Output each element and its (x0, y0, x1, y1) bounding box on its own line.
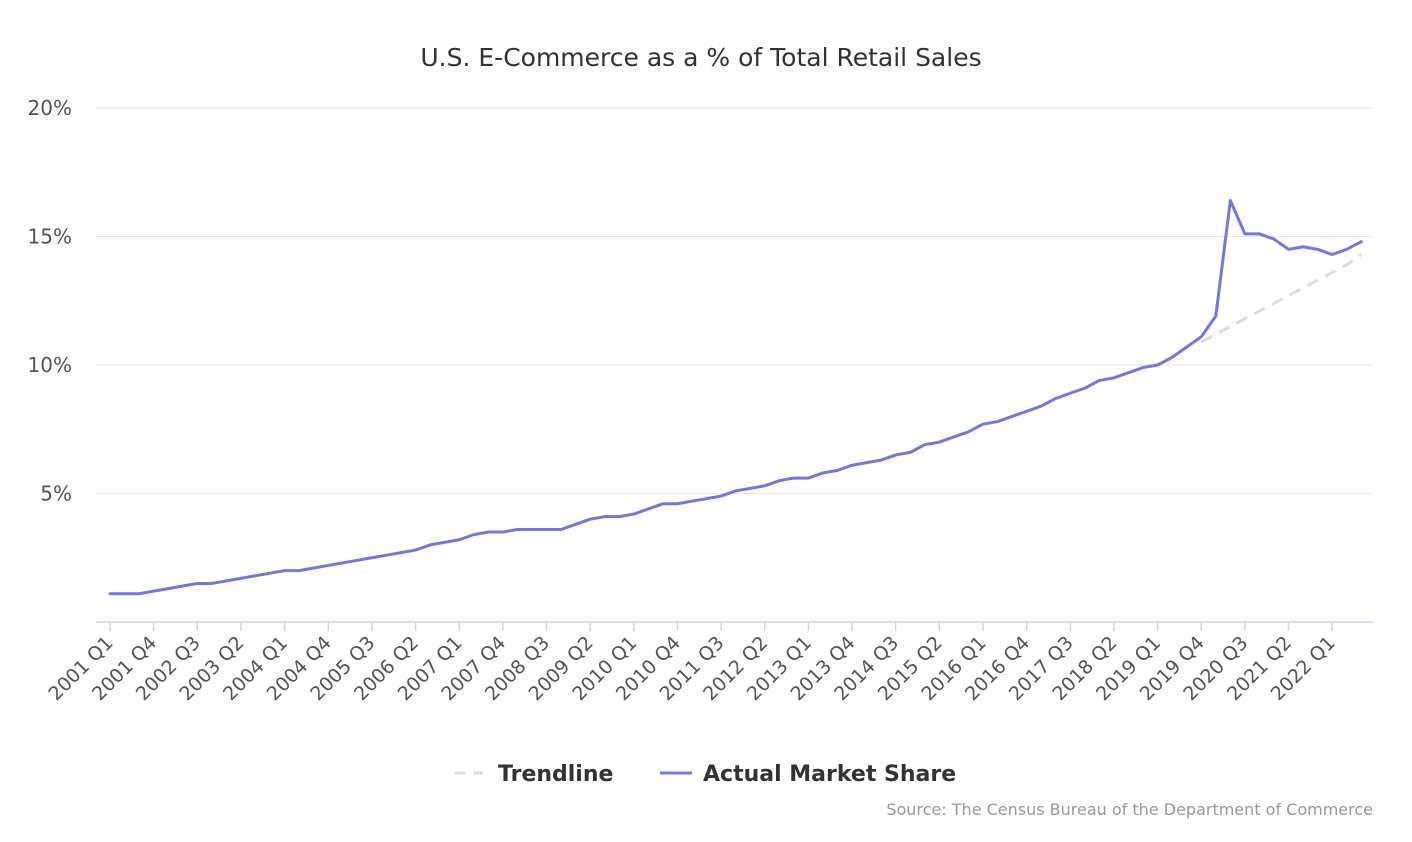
legend-item-trendline[interactable]: Trendline (455, 762, 613, 787)
y-tick-label: 5% (40, 482, 72, 506)
chart-title: U.S. E-Commerce as a % of Total Retail S… (420, 43, 981, 72)
y-tick-label: 20% (28, 96, 72, 120)
y-axis: 5% 10% 15% 20% (28, 96, 72, 506)
series-line-trendline[interactable] (1200, 253, 1363, 344)
chart-credit: Source: The Census Bureau of the Departm… (886, 800, 1373, 819)
y-tick-label: 15% (28, 225, 72, 249)
grid-layer (96, 107, 1373, 494)
legend-item-actual-market-share[interactable]: Actual Market Share (660, 762, 956, 787)
legend-label: Trendline (498, 762, 613, 787)
y-tick-label: 10% (28, 353, 72, 377)
series-line-actual-market-share[interactable] (108, 199, 1363, 596)
legend[interactable]: Trendline Actual Market Share (455, 762, 956, 787)
legend-label: Actual Market Share (703, 762, 956, 787)
series-layer (108, 199, 1363, 596)
